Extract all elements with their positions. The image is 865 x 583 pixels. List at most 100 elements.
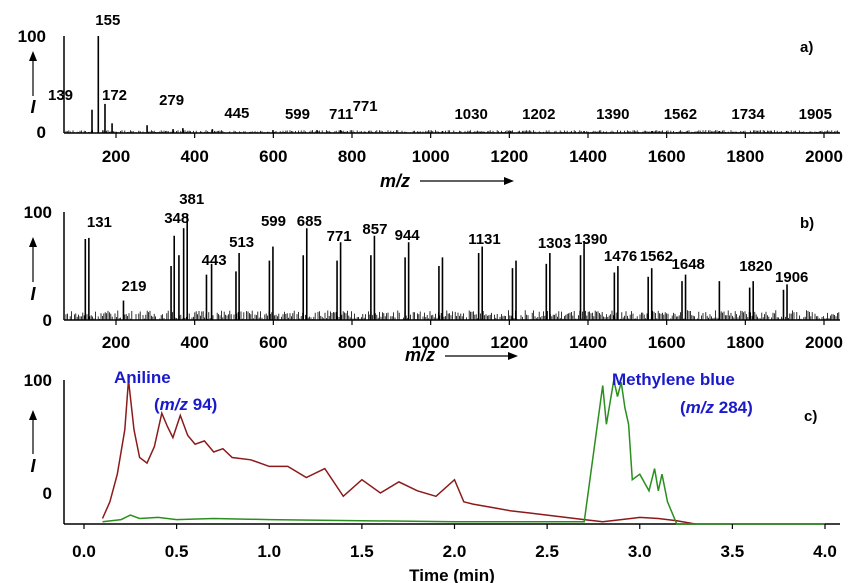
annotation-mb-mz: (m/z 284): [680, 398, 753, 417]
a-peak-label: 1734: [731, 106, 765, 123]
a-peak-label: 771: [353, 98, 378, 115]
b-peak-label: 381: [179, 191, 204, 208]
c-xtick-label: 3.0: [628, 542, 652, 561]
a-peak-label: 139: [48, 87, 73, 104]
b-yarrow: [29, 237, 37, 282]
a-xtick-label: 800: [338, 147, 366, 166]
b-peak-label: 348: [164, 210, 189, 227]
a-peak-label: 1390: [596, 106, 629, 123]
c-yarrow: [29, 410, 37, 454]
c-ytick-zero: 0: [43, 484, 52, 503]
c-panel-label: c): [804, 408, 817, 425]
annotation-mb-mz-italic: m/z: [686, 398, 715, 417]
a-peak-label: 172: [102, 87, 127, 104]
a-xtick-label: 2000: [805, 147, 843, 166]
b-peak-label: 513: [229, 234, 254, 251]
a-peak-label: 1030: [454, 106, 487, 123]
b-xtick-label: 1800: [726, 333, 764, 352]
b-xticks: 200 400 600 800 1000 1200 1400 1600 1800 2000: [102, 320, 843, 352]
a-xtick-label: 600: [259, 147, 287, 166]
b-peak-label: 1303: [538, 235, 571, 252]
b-ytick-top: 100: [24, 203, 52, 222]
b-xtick-label: 1000: [412, 333, 450, 352]
b-xtick-label: 1400: [569, 333, 607, 352]
a-ylabel: I: [30, 97, 36, 117]
a-peak-label: 279: [159, 92, 184, 109]
a-baseline-noise: [65, 130, 840, 133]
b-peak-label: 1562: [640, 248, 673, 265]
a-noise-path: [65, 130, 840, 133]
a-peak-label: 445: [224, 105, 249, 122]
b-peak-label: 1648: [672, 256, 705, 273]
annotation-mb-name: Methylene blue: [612, 370, 735, 389]
b-ytick-bottom: 0: [43, 311, 52, 330]
c-ylabel: I: [30, 456, 36, 476]
c-xtick-label: 2.0: [443, 542, 467, 561]
b-xtick-label: 1200: [490, 333, 528, 352]
c-xtick-label: 3.5: [721, 542, 745, 561]
b-peak-label: 857: [362, 221, 387, 238]
a-peak-label: 599: [285, 106, 310, 123]
a-peak-label: 1562: [664, 106, 697, 123]
c-series-lines: [101, 379, 825, 525]
c-xtick-label: 2.5: [535, 542, 559, 561]
a-ytick-top: 100: [18, 27, 46, 46]
a-xlabel: m/z: [380, 171, 410, 191]
b-noise-path: [65, 310, 840, 320]
annotation-aniline-mz-italic: m/z: [160, 395, 189, 414]
b-peak-label: 599: [261, 213, 286, 230]
b-peak-label: 219: [121, 278, 146, 295]
b-peak-bars: [84, 216, 788, 320]
a-panel-label: a): [800, 39, 813, 56]
c-xticks: 0.0 0.5 1.0 1.5 2.0 2.5 3.0 3.5 4.0: [72, 524, 837, 561]
a-xtick-label: 1000: [412, 147, 450, 166]
b-peak-label: 1131: [468, 231, 501, 248]
a-peak-label: 1202: [522, 106, 555, 123]
b-panel-label: b): [800, 215, 814, 232]
c-xtick-label: 1.0: [257, 542, 281, 561]
a-peak-labels: 139 155 172 279 445 599 711 771 1030 1202 1390 1562…: [48, 12, 832, 123]
a-xarrow: [420, 177, 514, 185]
a-yarrow: [29, 51, 37, 96]
c-xtick-label: 1.5: [350, 542, 374, 561]
panel-c: 100 0 I c) 0.0 0.5 1.0 1.5 2.0 2.5 3.0 3.5 4.0 T…: [24, 368, 840, 583]
a-xtick-label: 1400: [569, 147, 607, 166]
b-ylabel: I: [30, 284, 36, 304]
b-peak-label: 1476: [604, 248, 637, 265]
b-xtick-label: 600: [259, 333, 287, 352]
a-xtick-label: 1200: [490, 147, 528, 166]
b-peak-label: 131: [87, 214, 112, 231]
c-xtick-label: 0.5: [165, 542, 189, 561]
a-peak-label: 155: [95, 12, 120, 29]
c-ytick-top: 100: [24, 371, 52, 390]
c-xtick-label: 4.0: [813, 542, 837, 561]
b-xtick-label: 2000: [805, 333, 843, 352]
b-peak-label: 1906: [775, 269, 808, 286]
b-peak-label: 944: [395, 227, 421, 244]
a-xtick-label: 1600: [648, 147, 686, 166]
a-xtick-label: 1800: [726, 147, 764, 166]
b-xtick-label: 1600: [648, 333, 686, 352]
a-xtick-label: 400: [180, 147, 208, 166]
a-peak-label: 711: [329, 106, 353, 123]
b-xlabel: m/z: [405, 345, 435, 365]
a-peak-bars: [91, 36, 788, 133]
annotation-mb-mz-value: 284: [714, 398, 748, 417]
a-peak-label: 1905: [799, 106, 832, 123]
c-xlabel: Time (min): [409, 566, 495, 583]
methylene-blue-trace: [102, 379, 825, 525]
b-xtick-label: 400: [180, 333, 208, 352]
b-peak-label: 443: [202, 252, 227, 269]
panel-b: 100 0 I b) 200 400 600 800 1000 1200 1400 1600 1…: [24, 191, 843, 365]
b-peak-label: 1820: [739, 258, 772, 275]
aniline-trace: [101, 379, 696, 525]
panel-a: 100 0 I a) 200 400 600 800 1000 1200 1400 1600 1…: [18, 12, 843, 191]
annotation-aniline-name: Aniline: [114, 368, 171, 387]
a-ytick-bottom: 0: [37, 123, 46, 142]
b-peak-label: 771: [327, 228, 352, 245]
annotation-aniline-mz-value: 94: [188, 395, 212, 414]
b-xtick-label: 200: [102, 333, 130, 352]
a-xtick-label: 200: [102, 147, 130, 166]
